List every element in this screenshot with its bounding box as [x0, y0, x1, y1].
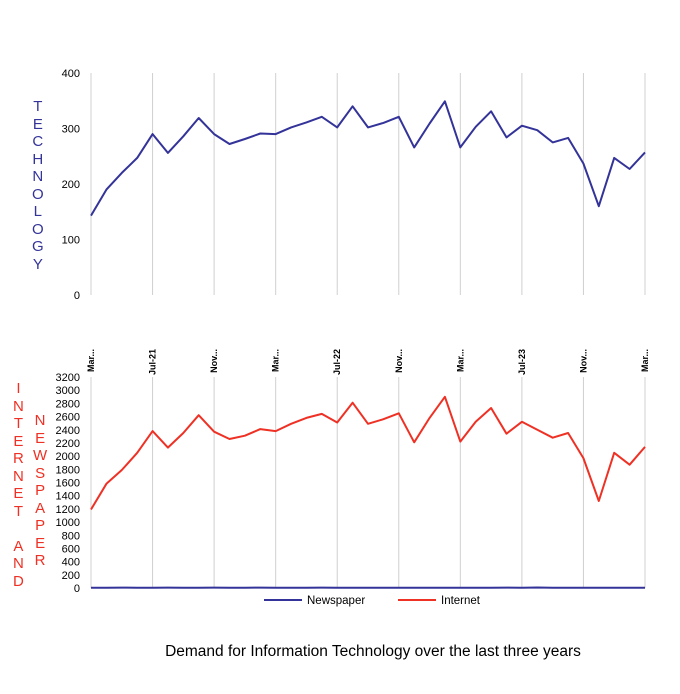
axis-label-letter: E	[32, 115, 43, 133]
axis-label-letter: N	[32, 168, 44, 185]
y-tick-label: 800	[62, 530, 80, 542]
y-tick-label: 1000	[56, 517, 80, 529]
x-tick-label: Nov...	[578, 349, 588, 373]
y-tick-label: 2000	[56, 451, 80, 463]
x-tick-label: Mar...	[86, 349, 96, 372]
x-tick-label: Jul-21	[148, 349, 158, 375]
axis-label-letter: G	[32, 238, 44, 255]
axis-label-letter: N	[13, 555, 24, 572]
axis-label-letter: T	[33, 98, 43, 115]
series-line-technology	[90, 100, 646, 217]
axis-label-letter: E	[13, 485, 24, 502]
y-tick-label: 200	[62, 179, 80, 191]
axis-label-letter: H	[32, 150, 44, 168]
axis-label-letter: R	[13, 450, 24, 467]
y-tick-label: 600	[62, 543, 80, 555]
axis-label-letter: T	[13, 415, 23, 432]
axis-label-letter: C	[32, 133, 44, 150]
y-tick-label: 3000	[56, 385, 80, 397]
axis-label-letter: E	[13, 432, 24, 450]
y-tick-label: 1800	[56, 464, 80, 476]
x-tick-label: Nov...	[209, 349, 219, 373]
axis-label-letter: P	[35, 482, 46, 499]
axis-label-letter: I	[16, 380, 21, 397]
legend: Newspaper Internet	[264, 595, 481, 607]
x-tick-label: Mar...	[271, 349, 281, 372]
y-tick-label: 2200	[56, 438, 80, 450]
y-tick-label: 3200	[56, 372, 80, 384]
chart-title: Demand for Information Technology over t…	[165, 643, 581, 660]
axis-label-letter: O	[32, 185, 44, 203]
axis-label-letter: E	[35, 429, 46, 447]
legend-label-newspaper: Newspaper	[307, 595, 365, 607]
axis-label-letter: L	[33, 203, 42, 220]
axis-label-letter	[16, 520, 20, 538]
legend-label-internet: Internet	[441, 595, 481, 607]
y-tick-label: 100	[62, 235, 80, 247]
x-tick-label: Jul-22	[332, 349, 342, 375]
y-tick-label: 2600	[56, 412, 80, 424]
y-tick-label: 1600	[56, 478, 80, 490]
axis-label-letter: S	[35, 464, 46, 482]
y-tick-label: 300	[62, 124, 80, 136]
y-tick-label: 0	[74, 583, 80, 595]
y-tick-label: 2800	[56, 398, 80, 410]
y-tick-label: 2400	[56, 425, 80, 437]
axis-label-letter: E	[35, 534, 46, 552]
x-tick-label: Mar...	[455, 349, 465, 372]
x-tick-label: Mar...	[640, 349, 650, 372]
y-tick-label: 1400	[56, 491, 80, 503]
series-line-internet	[90, 395, 646, 511]
axis-label-letter: N	[34, 412, 46, 429]
axis-label-letter: O	[32, 220, 44, 238]
axis-label-letter: P	[35, 517, 46, 534]
axis-label-letter: T	[13, 502, 23, 520]
y-tick-label: 200	[62, 570, 80, 582]
y-tick-label: 400	[62, 557, 80, 569]
axis-label-letter: Y	[32, 255, 43, 273]
y-tick-label: 1200	[56, 504, 80, 516]
axis-label-letter: W	[33, 447, 48, 464]
x-tick-label: Nov...	[394, 349, 404, 373]
axis-label-letter: N	[13, 467, 24, 485]
axis-label-letter: A	[13, 537, 24, 555]
y-tick-label: 0	[74, 290, 80, 302]
axis-label-letter: D	[13, 572, 24, 590]
axis-label-letter: N	[13, 397, 24, 415]
y-tick-label: 400	[62, 68, 80, 80]
x-tick-label: Jul-23	[517, 349, 527, 375]
axis-label-letter: A	[35, 499, 46, 517]
axis-label-letter: R	[34, 552, 46, 569]
